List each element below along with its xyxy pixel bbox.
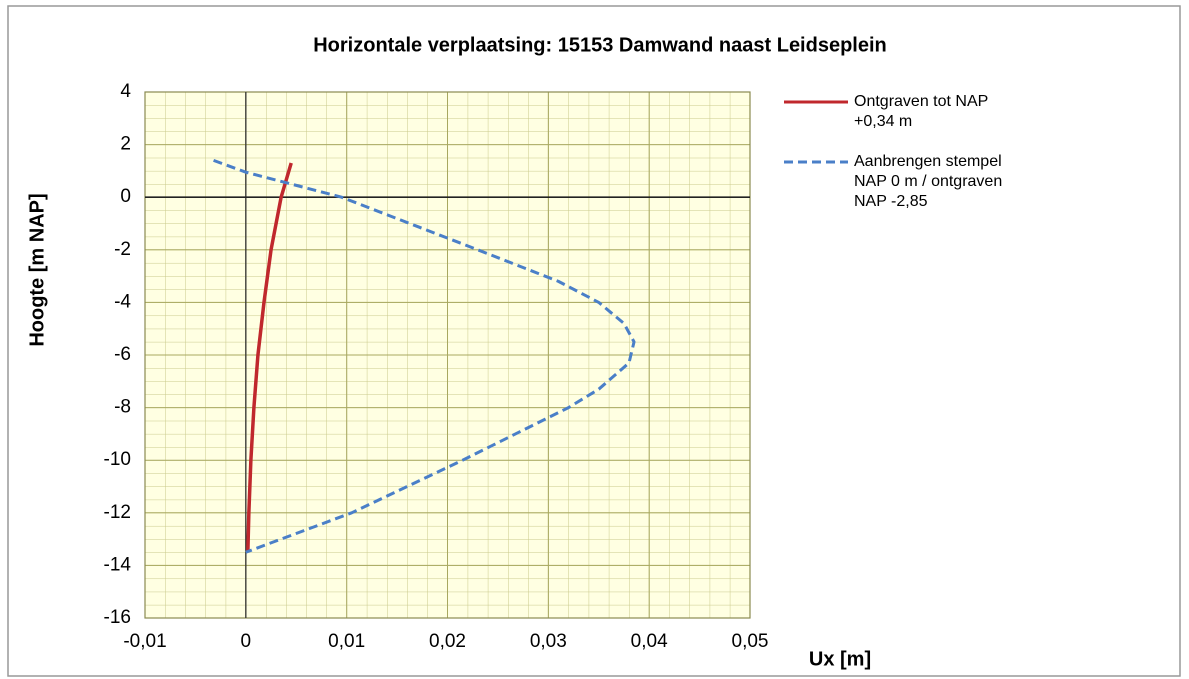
y-axis-label: Hoogte [m NAP] [26,193,48,346]
y-tick-label: 4 [120,81,131,102]
x-tick-label: 0,03 [530,631,567,652]
y-tick-label: -8 [114,397,131,418]
legend-label: Aanbrengen stempel NAP 0 m / ontgraven N… [854,153,1003,210]
y-tick-label: -4 [114,291,131,312]
legend-swatch [784,100,848,104]
legend-entry: Aanbrengen stempel NAP 0 m / ontgraven N… [780,152,1010,212]
x-tick-label: 0,02 [429,631,466,652]
y-tick-label: -16 [104,607,131,628]
y-tick-label: -10 [104,449,131,470]
x-tick-label: 0,05 [732,631,769,652]
x-tick-label: 0 [241,631,252,652]
y-tick-label: 0 [120,186,131,207]
x-tick-label: 0,01 [328,631,365,652]
x-axis-label: Ux [m] [809,648,871,670]
y-tick-label: -6 [114,344,131,365]
series-line [246,162,293,553]
y-tick-label: -12 [104,502,131,523]
y-tick-label: -14 [104,554,132,575]
chart-title: Horizontale verplaatsing: 15153 Damwand … [313,34,887,56]
plot-border [144,91,751,619]
legend-entry: Ontgraven tot NAP +0,34 m [780,92,1010,132]
x-tick-label: -0,01 [123,631,166,652]
legend: Ontgraven tot NAP +0,34 m Aanbrengen stem… [780,92,1010,232]
legend-swatch [784,160,848,164]
x-tick-label: 0,04 [631,631,668,652]
y-tick-label: -2 [114,239,131,260]
y-tick-label: 2 [120,134,131,155]
legend-label: Ontgraven tot NAP +0,34 m [854,93,988,130]
series-line [213,158,636,554]
